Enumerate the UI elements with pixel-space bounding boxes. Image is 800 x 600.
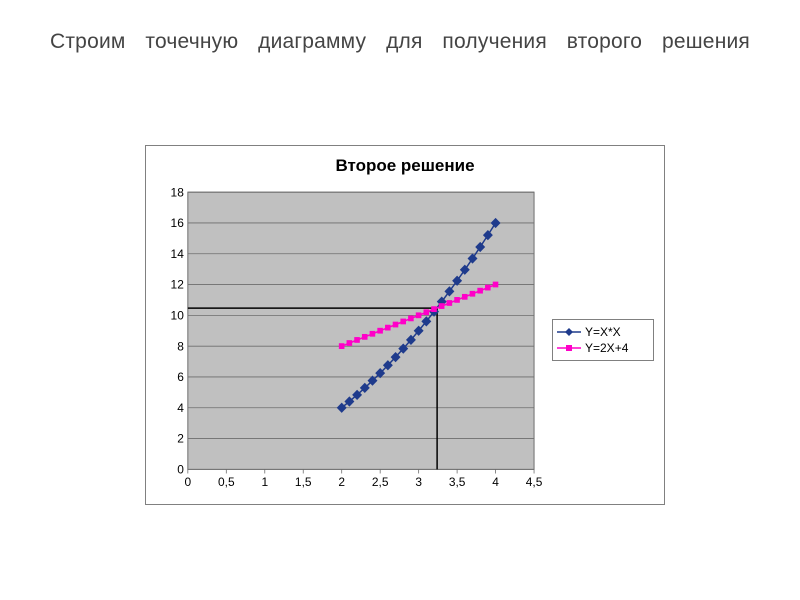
chart-title: Второе решение bbox=[146, 146, 664, 182]
y-tick-label: 6 bbox=[177, 370, 184, 384]
y-tick-label: 0 bbox=[177, 462, 184, 476]
x-tick-label: 0 bbox=[185, 475, 192, 489]
chart-container: Второе решение 0 2 4 6 8 10 12 14 16 18 0 0,5 1 1,5 2 2… bbox=[145, 145, 665, 505]
x-tick-label: 0,5 bbox=[218, 475, 235, 489]
y-tick-label: 4 bbox=[177, 401, 184, 415]
y-tick-label: 2 bbox=[177, 431, 184, 445]
x-tick-label: 3,5 bbox=[449, 475, 466, 489]
chart-svg: 0 2 4 6 8 10 12 14 16 18 0 0,5 1 1,5 2 2,5 3 3,5 4 4,5 bbox=[156, 186, 544, 494]
legend-item: Y=X*X bbox=[557, 324, 649, 340]
plot-area: 0 2 4 6 8 10 12 14 16 18 0 0,5 1 1,5 2 2,5 3 3,5 4 4,5 bbox=[156, 186, 544, 494]
legend-label: Y=2X+4 bbox=[585, 341, 628, 355]
y-tick-label: 14 bbox=[171, 247, 185, 261]
x-tick-label: 1,5 bbox=[295, 475, 312, 489]
legend-swatch-square-icon bbox=[557, 342, 581, 354]
y-tick-label: 16 bbox=[171, 216, 185, 230]
x-tick-label: 4 bbox=[492, 475, 499, 489]
y-tick-label: 10 bbox=[171, 308, 185, 322]
y-tick-label: 18 bbox=[171, 186, 185, 199]
legend: Y=X*X Y=2X+4 bbox=[552, 319, 654, 361]
legend-label: Y=X*X bbox=[585, 325, 621, 339]
page-heading: Строим точечную диаграмму для получения … bbox=[50, 28, 750, 56]
x-tick-label: 3 bbox=[415, 475, 422, 489]
legend-swatch-diamond-icon bbox=[557, 326, 581, 338]
x-tick-label: 2 bbox=[338, 475, 345, 489]
chart-body: 0 2 4 6 8 10 12 14 16 18 0 0,5 1 1,5 2 2,5 3 3,5 4 4,5 Y=X*… bbox=[156, 186, 654, 494]
y-tick-label: 12 bbox=[171, 277, 185, 291]
y-tick-label: 8 bbox=[177, 339, 184, 353]
legend-item: Y=2X+4 bbox=[557, 340, 649, 356]
x-tick-label: 4,5 bbox=[526, 475, 543, 489]
x-tick-label: 1 bbox=[261, 475, 268, 489]
x-tick-label: 2,5 bbox=[372, 475, 389, 489]
